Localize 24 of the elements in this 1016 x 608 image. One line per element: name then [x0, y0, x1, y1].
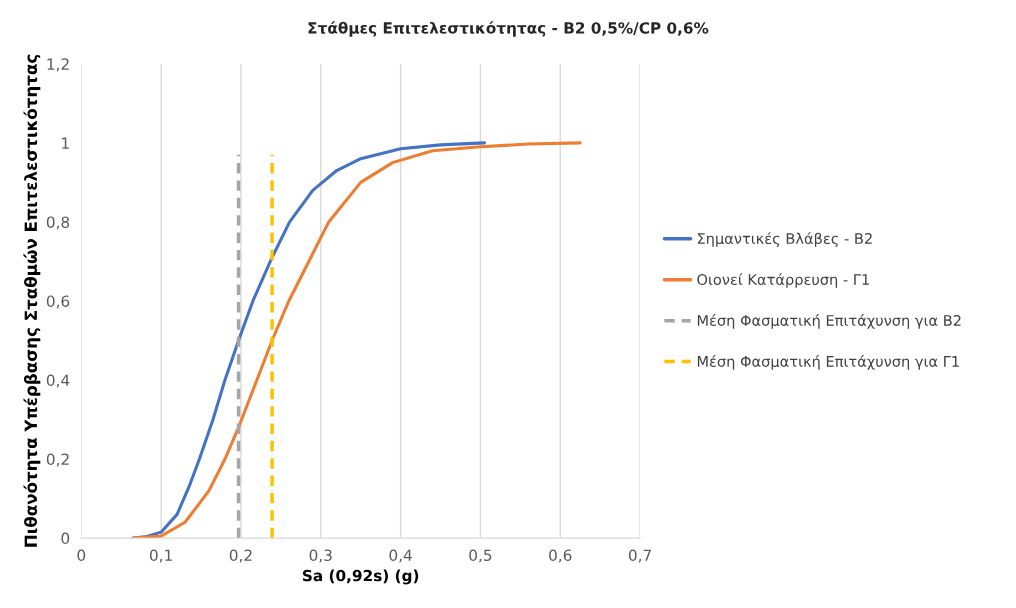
legend-label: Σημαντικές Βλάβες - Β2 — [697, 232, 872, 247]
x-tick-label: 0,4 — [389, 549, 412, 563]
y-tick-label: 1 — [62, 137, 69, 149]
y-tick-label: 0 — [61, 532, 70, 545]
line-series — [131, 141, 582, 539]
line-series — [131, 141, 486, 539]
x-tick-label: 0,3 — [309, 549, 332, 563]
y-axis-title: Πιθανότητα Υπέρβασης Σταθμών Επιτελεστικότητας — [23, 54, 41, 547]
y-tick-label: 1,2 — [47, 58, 69, 72]
legend-label: Μέση Φασματική Επιτάχυνση για Γ1 — [697, 355, 959, 370]
y-tick-label: 0,6 — [46, 295, 70, 309]
y-tick-label: 0,8 — [46, 216, 70, 230]
legend-label: Μέση Φασματική Επιτάχυνση για Β2 — [697, 314, 961, 329]
x-tick-label: 0,1 — [149, 549, 172, 563]
x-tick-label: 0,5 — [469, 549, 492, 563]
x-tick-label: 0 — [77, 549, 86, 562]
y-tick-label: 0,2 — [46, 453, 69, 467]
x-tick-label: 0,6 — [549, 549, 572, 563]
x-tick-label: 0,2 — [229, 549, 252, 563]
legend-label: Οιονεί Κατάρρευση - Γ1 — [697, 273, 869, 288]
chart-title: Στάθμες Επιτελεστικότητας - Β2 0,5%/CP 0,6% — [308, 21, 709, 37]
x-tick-label: 0,7 — [628, 549, 651, 563]
y-tick-label: 0,4 — [46, 374, 70, 388]
x-axis-title: Sa (0,92s) (g) — [302, 569, 419, 585]
